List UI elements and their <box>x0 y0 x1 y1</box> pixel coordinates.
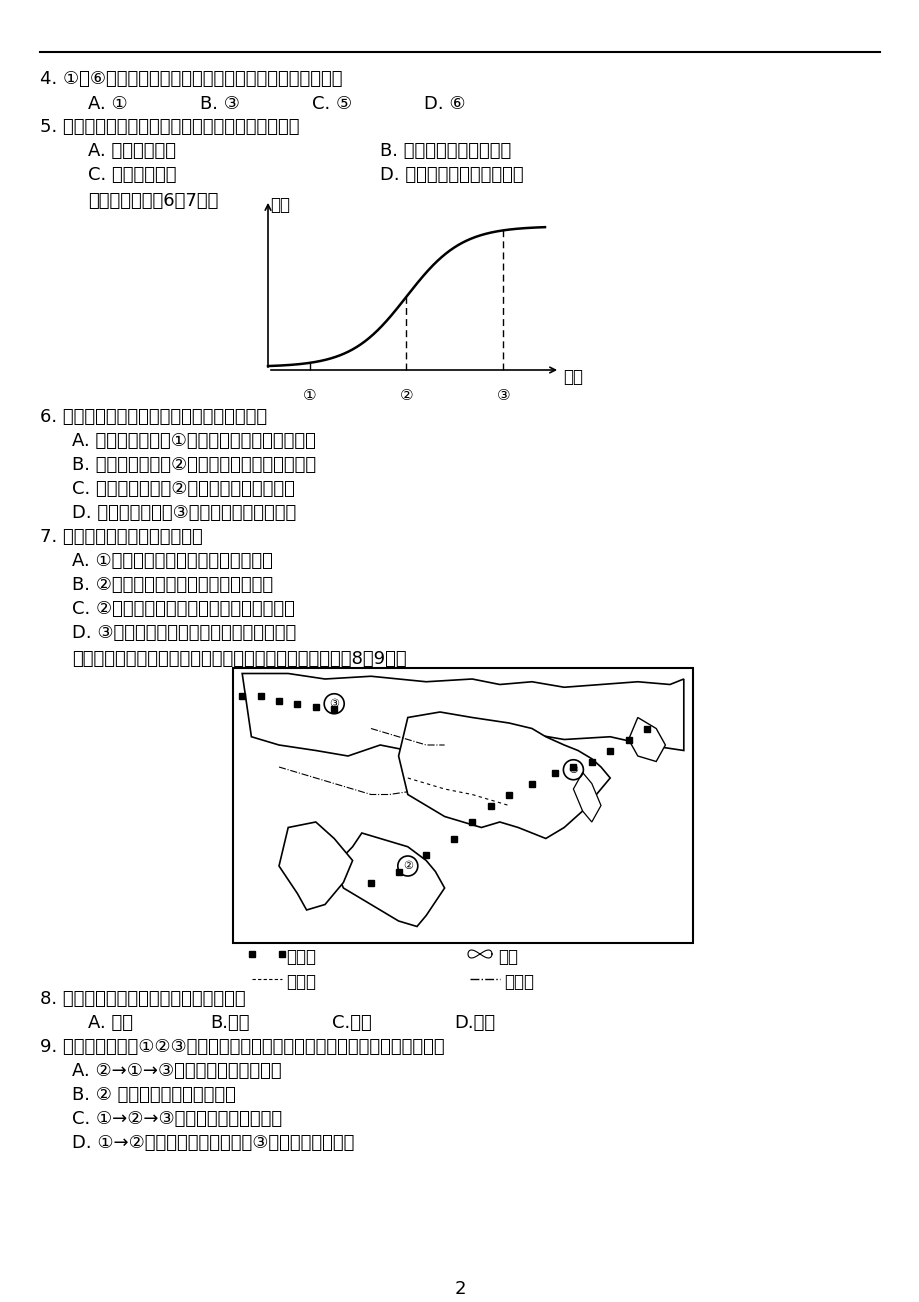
Text: 国界线: 国界线 <box>504 973 533 991</box>
Text: 5. 由太阳辐射纬度差异直接导致的自然现象或过程是: 5. 由太阳辐射纬度差异直接导致的自然现象或过程是 <box>40 118 300 135</box>
Text: B.背斜: B.背斜 <box>210 1014 249 1032</box>
Text: A. 向斜: A. 向斜 <box>88 1014 133 1032</box>
Polygon shape <box>334 833 444 927</box>
Text: ②: ② <box>403 861 413 871</box>
Text: ②: ② <box>399 388 413 404</box>
Text: C. ①→②→③属于湿度地带分异规律: C. ①→②→③属于湿度地带分异规律 <box>72 1111 282 1128</box>
Text: 下图为亚洲部分区域的某类地质构造分布简图。读图完成第8～9题。: 下图为亚洲部分区域的某类地质构造分布简图。读图完成第8～9题。 <box>72 650 406 668</box>
Text: 8. 图中各构造带的主要地质构造大多属于: 8. 图中各构造带的主要地质构造大多属于 <box>40 990 245 1008</box>
Text: 时间: 时间 <box>562 368 583 385</box>
Text: 6. 该图为某人文要素变化示意图，若曲线代表: 6. 该图为某人文要素变化示意图，若曲线代表 <box>40 408 267 426</box>
Text: C. ②阶段城市快速发展，占用聃地现象严重: C. ②阶段城市快速发展，占用聃地现象严重 <box>72 600 295 618</box>
Text: D. 降水量沿海与陆地的差异: D. 降水量沿海与陆地的差异 <box>380 165 523 184</box>
Text: C. 地壳物质循环: C. 地壳物质循环 <box>88 165 176 184</box>
Text: 省界线: 省界线 <box>286 973 315 991</box>
Text: A. ①阶段由于人口增加，聃地压力最大: A. ①阶段由于人口增加，聃地压力最大 <box>72 552 273 570</box>
Polygon shape <box>242 673 683 756</box>
Text: ①: ① <box>568 764 578 775</box>
Text: A. 出境旅游人数，①阶段客源地以发达国家为主: A. 出境旅游人数，①阶段客源地以发达国家为主 <box>72 432 315 450</box>
Text: B. 植被呈纬度地带性分异: B. 植被呈纬度地带性分异 <box>380 142 511 160</box>
Text: D. 人口数量变化，③阶段达到人口合理容量: D. 人口数量变化，③阶段达到人口合理容量 <box>72 504 296 522</box>
Text: A. ②→①→③属于纬度地带分异规律: A. ②→①→③属于纬度地带分异规律 <box>72 1062 281 1079</box>
Text: 构造带: 构造带 <box>286 948 315 966</box>
Text: 4. ①～⑥曲线中，代表北极点大气层界太阳辐射年变化的是: 4. ①～⑥曲线中，代表北极点大气层界太阳辐射年变化的是 <box>40 70 342 89</box>
Text: ③: ③ <box>496 388 510 404</box>
Text: C. ⑤: C. ⑤ <box>312 95 352 113</box>
Polygon shape <box>628 717 664 762</box>
Text: C.背斜: C.背斜 <box>332 1014 371 1032</box>
Polygon shape <box>398 712 609 838</box>
Text: ③: ③ <box>329 699 339 708</box>
Text: 2: 2 <box>454 1280 465 1298</box>
Text: D.断层: D.断层 <box>453 1014 494 1032</box>
Polygon shape <box>573 772 600 822</box>
Text: A. ①: A. ① <box>88 95 128 113</box>
Text: B. 城市化的进程，②阶段乡村人口比重迅速上升: B. 城市化的进程，②阶段乡村人口比重迅速上升 <box>72 456 316 474</box>
Text: 9. 图中构造带附近①②③三地森林景观不同，从自然环境的地域分异基本规律看: 9. 图中构造带附近①②③三地森林景观不同，从自然环境的地域分异基本规律看 <box>40 1038 444 1056</box>
Text: A. 地表形态演变: A. 地表形态演变 <box>88 142 176 160</box>
Polygon shape <box>278 822 352 910</box>
Text: ①: ① <box>302 388 316 404</box>
Text: B. ②阶段变化是受自然灾害影响的结果: B. ②阶段变化是受自然灾害影响的结果 <box>72 575 273 594</box>
Text: D. ①→②属纬度地带分异规律，③属地方性分异规律: D. ①→②属纬度地带分异规律，③属地方性分异规律 <box>72 1134 354 1152</box>
Bar <box>233 668 692 943</box>
Text: 增长: 增长 <box>269 197 289 214</box>
Text: D. ③阶段推行生态退聃政策，聃地急剧减少: D. ③阶段推行生态退聃政策，聃地急剧减少 <box>72 624 296 642</box>
Text: C. 第三产业发展，②阶段经济发展水平最高: C. 第三产业发展，②阶段经济发展水平最高 <box>72 480 295 497</box>
Text: B. ② 属典型的地方性分异规律: B. ② 属典型的地方性分异规律 <box>72 1086 235 1104</box>
Text: B. ③: B. ③ <box>199 95 240 113</box>
Text: 读下图，回答第6～7题。: 读下图，回答第6～7题。 <box>88 191 218 210</box>
Text: D. ⑥: D. ⑥ <box>424 95 465 113</box>
Text: 7. 该图为我国聃地用途转变模型: 7. 该图为我国聃地用途转变模型 <box>40 529 202 546</box>
Text: 水域: 水域 <box>497 948 517 966</box>
